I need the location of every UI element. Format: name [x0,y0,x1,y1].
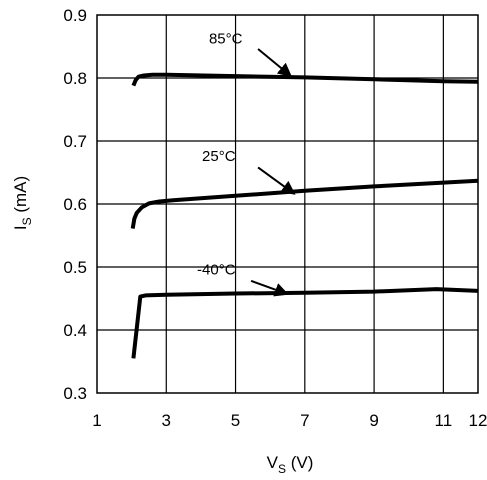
series-arrow-85c [257,48,293,77]
y-axis-title-subscript: S [20,217,34,225]
series-line-25c [130,178,479,229]
y-tick-label: 0.7 [63,132,87,151]
x-tick-labels: 1 3 5 7 9 11 12 [92,411,487,430]
y-axis-title-unit: (mA) [11,176,30,218]
y-axis-title-main: I [11,225,30,230]
x-tick-label: 11 [435,411,453,430]
x-axis-title-subscript: S [278,462,286,476]
y-tick-label: 0.9 [63,6,87,25]
series-arrow-25c [257,166,296,195]
x-axis-title-unit: (V) [286,453,313,472]
series-label-40c: -40°C [197,262,236,279]
y-tick-label: 0.8 [63,69,87,88]
x-tick-label: 12 [469,411,487,430]
series-label-25c: 25°C [202,148,236,165]
series-lines [130,72,479,359]
series-label-85c: 85°C [209,30,243,47]
x-tick-label: 5 [231,411,240,430]
x-tick-label: 7 [300,411,309,430]
series-line-40c [131,287,479,359]
series-annotations: 85°C 25°C -40°C [197,30,296,297]
y-tick-label: 0.3 [63,384,87,403]
y-tick-label: 0.5 [63,258,87,277]
plot-frame [96,14,479,394]
y-tick-label: 0.4 [63,321,87,340]
y-axis-title: IS (mA) [11,176,34,230]
x-axis-title: VS (V) [267,453,314,476]
series-line-85c [131,72,479,87]
y-tick-labels: 0.3 0.4 0.5 0.6 0.7 0.8 0.9 [63,6,87,403]
x-tick-label: 9 [369,411,378,430]
x-tick-label: 3 [162,411,171,430]
x-tick-label: 1 [92,411,101,430]
x-axis-title-main: V [267,453,279,472]
y-tick-label: 0.6 [63,195,87,214]
series-arrow-40c [250,279,289,297]
